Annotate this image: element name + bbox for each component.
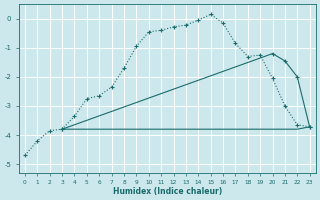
X-axis label: Humidex (Indice chaleur): Humidex (Indice chaleur) [113,187,222,196]
